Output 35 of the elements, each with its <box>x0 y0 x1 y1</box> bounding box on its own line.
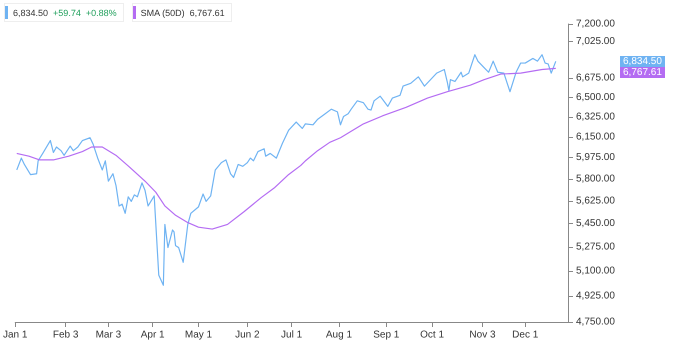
y-tick-label: 5,100.00 <box>576 266 616 277</box>
y-tick-label: 5,625.00 <box>576 195 616 206</box>
x-tick-label: Feb 3 <box>52 330 79 340</box>
x-tick-label: Aug 1 <box>326 330 352 340</box>
y-tick-label: 5,450.00 <box>576 218 616 230</box>
y-tick-label: 4,750.00 <box>576 316 616 328</box>
y-tick-label: 5,975.00 <box>576 152 616 164</box>
x-tick-label: Nov 3 <box>469 330 496 340</box>
x-tick-label: Jan 1 <box>2 330 28 340</box>
text: 6,767.61 <box>620 66 665 78</box>
x-tick-label: Apr 1 <box>140 330 166 340</box>
x-tick-label: Sep 1 <box>373 330 400 340</box>
x-tick-label: Mar 3 <box>96 330 122 340</box>
y-tick-label: 7,025.00 <box>576 36 616 48</box>
y-tick-label: 6,500.00 <box>576 92 616 103</box>
x-tick-label: Oct 1 <box>420 330 444 340</box>
text: 6,834.50 <box>620 56 665 67</box>
y-tick-label: 5,800.00 <box>576 173 616 184</box>
y-tick-label: 6,675.00 <box>576 72 616 84</box>
y-tick-label: 6,325.00 <box>576 111 616 122</box>
line-series <box>16 54 556 286</box>
x-tick-label: Jul 1 <box>281 330 303 340</box>
x-tick-label: Dec 1 <box>512 330 539 340</box>
text: +59.74 <box>53 8 81 18</box>
y-tick-label: 7,200.00 <box>576 18 616 30</box>
y-tick-label: 5,275.00 <box>576 241 616 252</box>
text: 6,834.50 <box>13 8 48 18</box>
y-tick-label: 6,150.00 <box>576 131 616 142</box>
legend-label: SMA (50D) <box>140 8 185 18</box>
x-tick-label: Jun 2 <box>235 330 260 340</box>
text: +0.88% <box>86 8 117 18</box>
text: 6,767.61 <box>190 8 225 18</box>
line-series <box>16 68 556 230</box>
y-tick-label: 4,925.00 <box>576 290 616 302</box>
x-tick-label: May 1 <box>184 330 213 340</box>
